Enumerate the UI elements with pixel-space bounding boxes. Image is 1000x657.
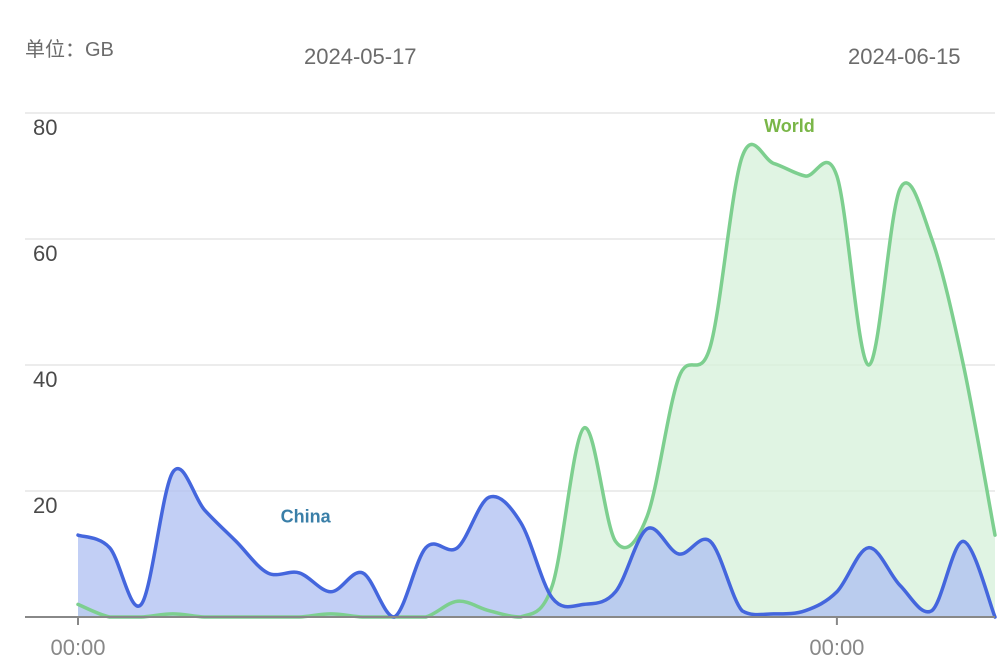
series-areas bbox=[78, 144, 995, 618]
y-tick-label: 40 bbox=[33, 367, 57, 392]
unit-label: 单位：GB bbox=[25, 39, 114, 61]
series-line-china bbox=[76, 467, 997, 619]
date-range-end: 2024-06-15 bbox=[848, 44, 961, 69]
x-tick-label: 00:00 bbox=[50, 635, 105, 657]
x-tick-label: 00:00 bbox=[809, 635, 864, 657]
series-area-china bbox=[78, 468, 995, 617]
date-range-start: 2024-05-17 bbox=[304, 44, 417, 69]
y-tick-label: 20 bbox=[33, 493, 57, 518]
series-label-china: China bbox=[281, 507, 332, 527]
y-tick-label: 60 bbox=[33, 241, 57, 266]
x-axis-ticks: 00:00 00:00 bbox=[50, 617, 864, 657]
series-labels: World China bbox=[281, 116, 815, 527]
series-label-world: World bbox=[764, 116, 815, 136]
y-tick-label: 80 bbox=[33, 115, 57, 140]
series-area-world bbox=[78, 144, 995, 618]
y-axis-ticks: 20 40 60 80 bbox=[33, 115, 57, 518]
